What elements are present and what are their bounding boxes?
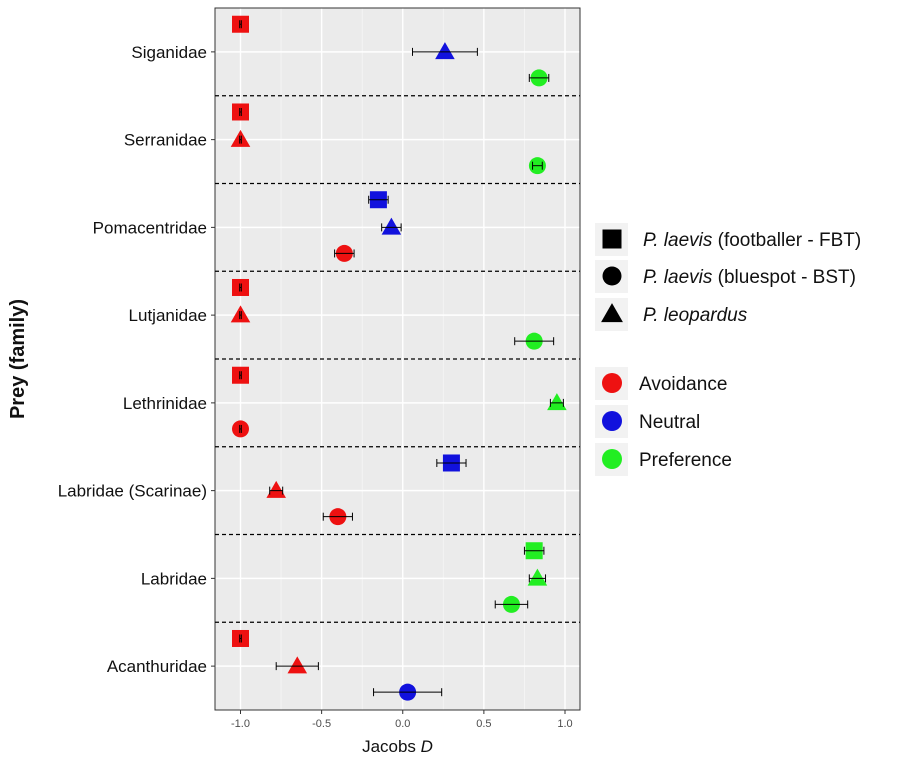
data-point-pomacentridae-circle <box>334 244 355 262</box>
x-tick-label: -1.0 <box>231 718 250 730</box>
data-point-acanthuridae-triangle <box>275 656 319 674</box>
legend-shape-triangle: P. leopardus <box>595 298 748 331</box>
legend-color-label: Neutral <box>639 412 700 433</box>
triangle-marker <box>435 42 455 60</box>
y-tick-label: Lutjanidae <box>129 306 207 325</box>
legend-detail: (footballer - FBT) <box>712 230 861 251</box>
data-point-labridae-square <box>523 542 545 560</box>
triangle-marker <box>601 303 623 323</box>
legend-color-dot <box>602 411 622 431</box>
legend-color-preference: Preference <box>595 443 732 476</box>
circle-marker <box>602 266 622 286</box>
legend-species: P. laevis <box>643 230 713 251</box>
x-axis-title-italic: D <box>421 737 433 756</box>
data-point-acanthuridae-square <box>232 629 249 647</box>
x-tick-label: 0.5 <box>476 718 491 730</box>
data-point-pomacentridae-square <box>368 191 389 209</box>
data-point-labridae-scarinae--circle <box>322 508 353 526</box>
data-point-labridae-circle <box>494 595 529 613</box>
legend-color-label: Avoidance <box>639 374 727 395</box>
legend-color-avoidance: Avoidance <box>595 367 727 400</box>
y-tick-label: Pomacentridae <box>93 218 207 237</box>
data-point-serranidae-triangle <box>230 129 251 147</box>
y-axis-title: Prey (family) <box>7 299 29 419</box>
square-marker <box>602 229 622 249</box>
data-point-lutjanidae-triangle <box>230 305 251 323</box>
data-point-acanthuridae-circle <box>373 683 443 701</box>
x-tick-label: 0.0 <box>395 718 410 730</box>
data-point-labridae-scarinae--square <box>436 454 467 472</box>
legend-color-dot <box>602 449 622 469</box>
triangle-marker <box>230 129 251 147</box>
y-tick-label: Labridae <box>141 569 207 588</box>
triangle-marker <box>527 568 548 586</box>
x-axis-title: Jacobs D <box>362 737 433 756</box>
data-point-serranidae-circle <box>528 157 546 175</box>
legend-shape-square: P. laevis (footballer - FBT) <box>595 223 861 256</box>
x-tick-label: -0.5 <box>312 718 331 730</box>
y-tick-label: Labridae (Scarinae) <box>58 482 207 501</box>
triangle-marker <box>381 217 402 235</box>
data-point-lethrinidae-square <box>232 366 249 384</box>
y-tick-label: Acanthuridae <box>107 657 207 676</box>
x-axis-title-text: Jacobs <box>362 737 421 756</box>
y-tick-label: Lethrinidae <box>123 394 207 413</box>
data-point-lethrinidae-triangle <box>547 393 567 411</box>
y-tick-label: Serranidae <box>124 131 207 150</box>
triangle-marker <box>547 393 567 411</box>
data-point-siganidae-triangle <box>411 42 478 60</box>
triangle-marker <box>266 480 286 498</box>
legend-detail: (bluespot - BST) <box>712 267 856 288</box>
legend-color-neutral: Neutral <box>595 405 700 438</box>
data-point-serranidae-square <box>232 103 249 121</box>
triangle-marker <box>287 656 308 674</box>
triangle-marker <box>230 305 251 323</box>
legend-shape-label: P. laevis (footballer - FBT) <box>643 230 861 251</box>
data-point-lethrinidae-circle <box>232 420 249 438</box>
data-point-labridae-scarinae--triangle <box>266 480 286 498</box>
data-point-pomacentridae-triangle <box>381 217 402 235</box>
data-point-labridae-triangle <box>527 568 548 586</box>
legend-shape-label: P. laevis (bluespot - BST) <box>643 267 856 288</box>
legend-color-dot <box>602 373 622 393</box>
axes: Siganidae Serranidae Pomacentridae Lutjanid… <box>7 43 573 756</box>
data-point-siganidae-square <box>232 15 249 33</box>
legend-shape-label: P. leopardus <box>643 305 748 326</box>
plot-area <box>214 7 581 711</box>
x-tick-label: 1.0 <box>557 718 572 730</box>
data-point-lutjanidae-square <box>232 278 249 296</box>
legend-shape-circle: P. laevis (bluespot - BST) <box>595 260 856 293</box>
legend-species: P. leopardus <box>643 305 748 326</box>
data-point-siganidae-circle <box>528 69 550 87</box>
legend-species: P. laevis <box>643 267 713 288</box>
legend: P. laevis (footballer - FBT)P. laevis (b… <box>595 223 861 476</box>
legend-color-label: Preference <box>639 450 732 471</box>
y-tick-label: Siganidae <box>131 43 207 62</box>
data-point-lutjanidae-circle <box>514 332 555 350</box>
